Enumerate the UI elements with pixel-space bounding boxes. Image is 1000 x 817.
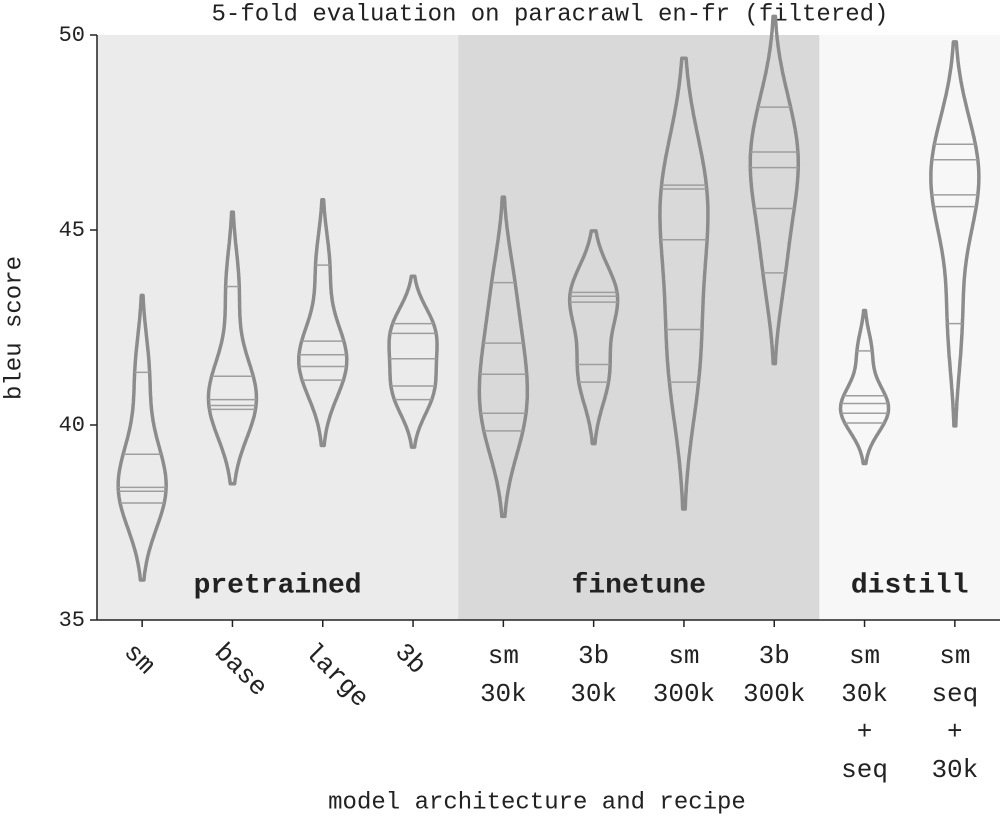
violin (387, 274, 439, 449)
x-tick-label: + (947, 717, 963, 747)
x-tick-label: + (857, 717, 873, 747)
x-tick-label: 3b (578, 641, 609, 671)
group-background (819, 35, 1000, 620)
chart-title: 5-fold evaluation on paracrawl en-fr (fi… (212, 1, 889, 28)
violin (477, 195, 530, 519)
x-tick-label: sm (668, 641, 699, 671)
x-tick-label: seq (841, 755, 888, 785)
y-tick-label: 40 (59, 413, 85, 438)
x-tick-label: 30k (931, 755, 978, 785)
x-tick-label: 300k (653, 679, 715, 709)
violin (206, 210, 259, 486)
x-tick-label: 30k (841, 679, 888, 709)
x-tick-label: 300k (743, 679, 805, 709)
violin (567, 229, 620, 446)
violin (748, 14, 801, 366)
x-tick-label: base (208, 637, 273, 702)
x-tick-label: sm (118, 637, 161, 680)
group-label: pretrained (194, 570, 362, 601)
backgrounds (97, 35, 1000, 620)
violin (658, 56, 710, 511)
y-tick-label: 45 (59, 218, 85, 243)
x-tick-label: sm (488, 641, 519, 671)
group-background (458, 35, 820, 620)
x-tick-label: seq (931, 679, 978, 709)
x-tick-label: 30k (570, 679, 617, 709)
x-tick-label: sm (849, 641, 880, 671)
x-tick-label: large (298, 637, 374, 713)
group-background (97, 35, 459, 620)
y-axis-label: bleu score (1, 256, 28, 400)
violin (297, 197, 349, 448)
x-tick-label: 30k (480, 679, 527, 709)
x-tick-label: 3b (759, 641, 790, 671)
y-tick-label: 50 (59, 23, 85, 48)
group-label: distill (851, 570, 969, 601)
x-axis-label: model architecture and recipe (328, 789, 746, 816)
group-label: finetune (572, 570, 706, 601)
violin (929, 40, 981, 428)
x-tick-label: 3b (389, 637, 432, 680)
y-tick-label: 35 (59, 608, 85, 633)
x-tick-label: sm (939, 641, 970, 671)
